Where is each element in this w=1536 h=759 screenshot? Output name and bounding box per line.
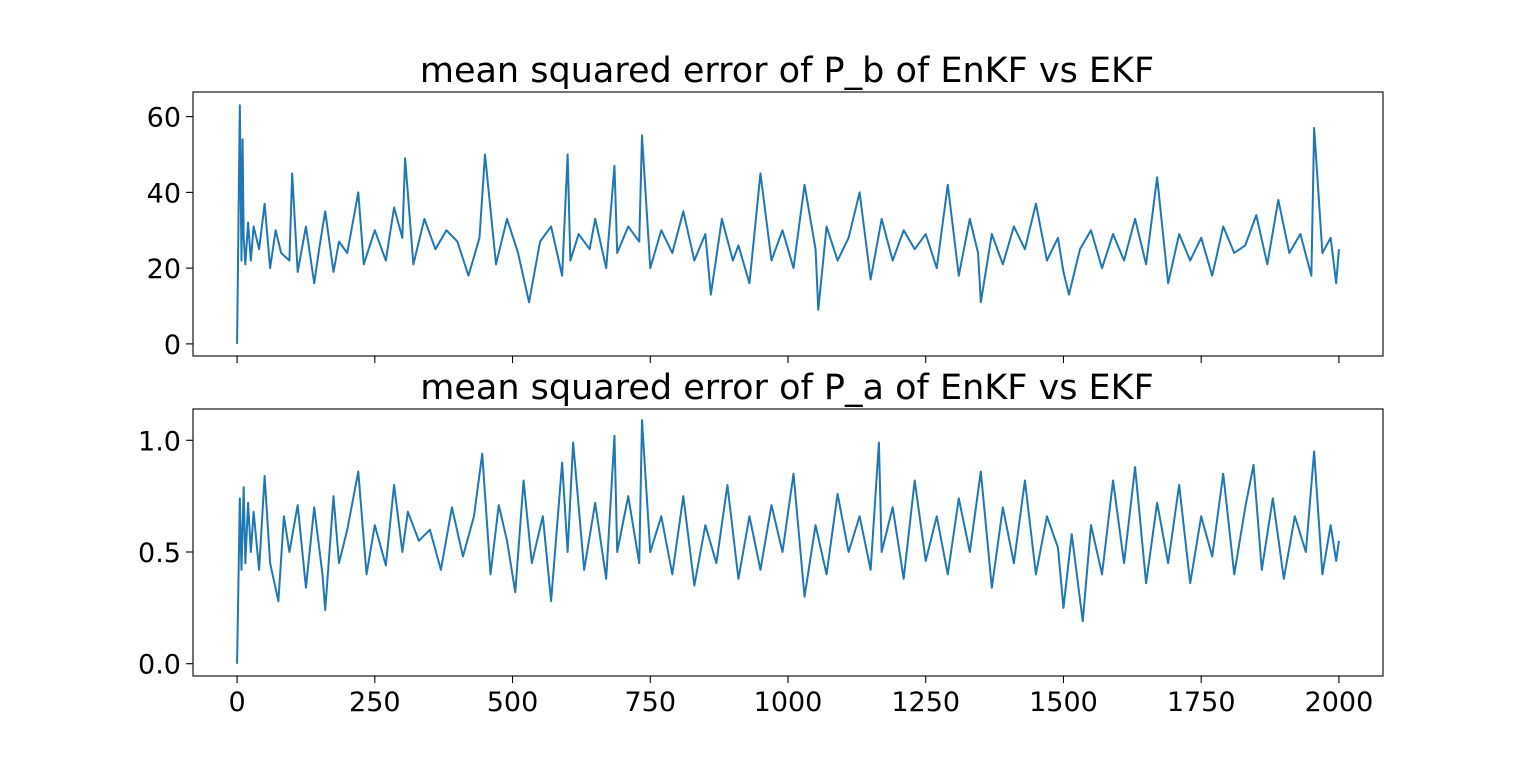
axes-frame [192, 91, 1384, 357]
y-tick-label: 60 [147, 103, 181, 134]
tick-group: 0 250 500 750 1000 1250 1500 1750 2000 0.0 0.5 1.0 [138, 426, 1373, 718]
y-tick-label: 1.0 [138, 426, 181, 457]
tick-group: 0 20 40 60 [147, 103, 1340, 363]
chart-title: mean squared error of P_a of EnKF vs EKF [420, 368, 1154, 408]
x-tick-label: 2000 [1305, 687, 1374, 718]
y-tick-label: 0 [164, 330, 181, 361]
x-tick-label: 1500 [1029, 687, 1098, 718]
series-line [236, 419, 1340, 664]
x-tick-label: 250 [349, 687, 401, 718]
x-tick-label: 750 [624, 687, 676, 718]
x-tick-label: 500 [487, 687, 539, 718]
subplot-p-b: mean squared error of P_b of EnKF vs EKF… [147, 51, 1384, 363]
y-tick-label: 20 [147, 254, 181, 285]
subplot-p-a: mean squared error of P_a of EnKF vs EKF… [138, 368, 1384, 718]
x-tick-label: 0 [228, 687, 245, 718]
axes-frame [192, 408, 1384, 677]
y-tick-label: 0.5 [138, 538, 181, 569]
chart-title: mean squared error of P_b of EnKF vs EKF [420, 51, 1154, 91]
x-tick-label: 1000 [754, 687, 823, 718]
series-line [236, 104, 1340, 344]
x-tick-label: 1250 [891, 687, 960, 718]
x-tick-label: 1750 [1167, 687, 1236, 718]
y-tick-label: 40 [147, 178, 181, 209]
y-tick-label: 0.0 [138, 650, 181, 681]
